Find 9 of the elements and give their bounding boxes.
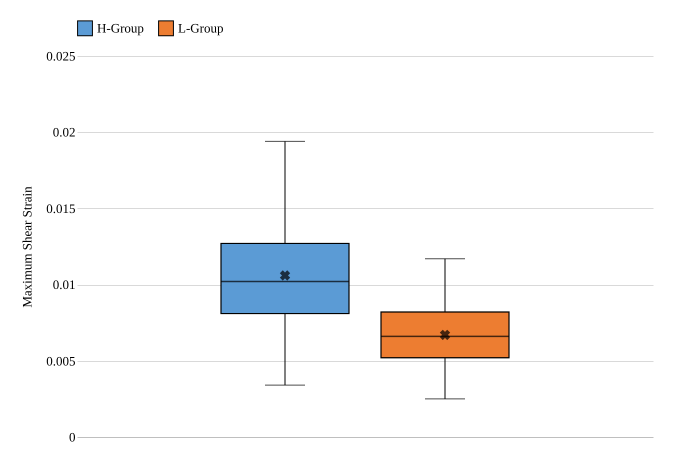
- y-tick-label: 0.025: [46, 48, 76, 64]
- y-tick-label: 0: [69, 430, 76, 444]
- legend-label: H-Group: [97, 20, 144, 36]
- y-tick-label: 0.005: [46, 353, 76, 368]
- y-tick-label: 0.015: [46, 200, 76, 216]
- y-tick-label: 0.02: [52, 124, 76, 140]
- y-tick-label: 0.01: [52, 277, 76, 292]
- y-axis-title: Maximum Shear Strain: [19, 186, 34, 308]
- legend-label: L-Group: [178, 20, 224, 36]
